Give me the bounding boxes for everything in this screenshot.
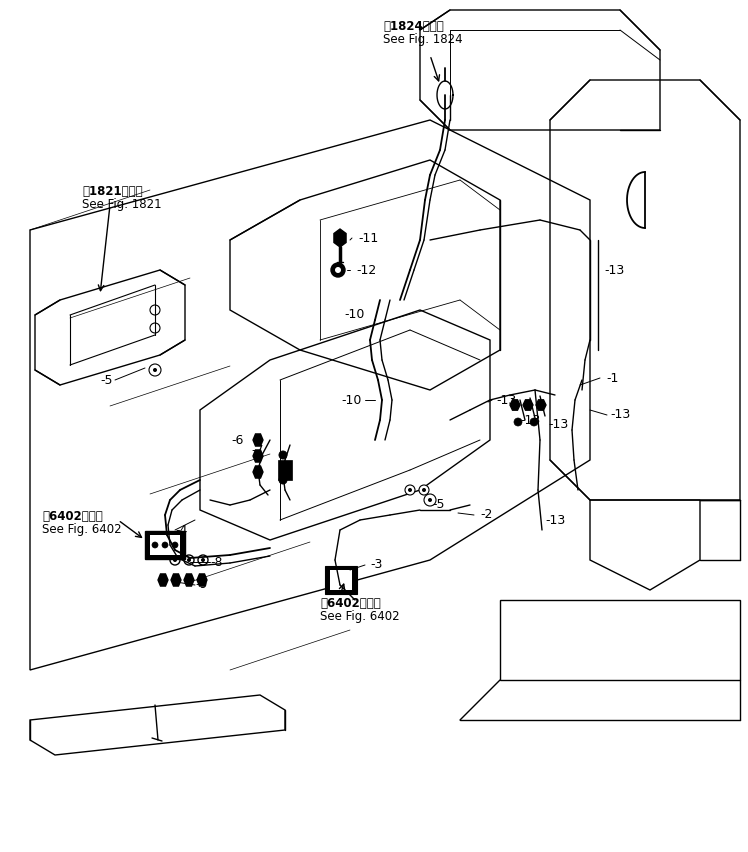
Polygon shape [184,574,194,586]
Text: -12: -12 [356,263,376,277]
Circle shape [424,494,436,506]
Polygon shape [536,400,546,410]
Circle shape [331,263,345,277]
Circle shape [428,498,432,502]
Text: -1: -1 [606,371,619,384]
Circle shape [162,542,168,548]
Text: See Fig. 6402: See Fig. 6402 [320,610,399,623]
Circle shape [172,542,178,548]
Text: -10: -10 [345,308,365,321]
Circle shape [408,488,412,492]
Text: -13: -13 [604,263,625,277]
Polygon shape [253,450,263,462]
Text: 第6402図参照: 第6402図参照 [42,510,102,523]
Circle shape [150,323,160,333]
Text: 第1821図参照: 第1821図参照 [82,185,143,198]
Circle shape [514,418,522,426]
Circle shape [530,418,538,426]
Text: -9: -9 [195,579,207,591]
Text: 第6402図参照: 第6402図参照 [320,597,381,610]
Circle shape [198,555,208,565]
Circle shape [419,485,429,495]
Text: 第1824図参照: 第1824図参照 [383,20,444,33]
Text: -6: -6 [232,434,244,446]
Text: -13: -13 [496,394,516,406]
Polygon shape [158,574,168,586]
Text: -13: -13 [610,408,631,422]
Text: -4: -4 [175,523,188,537]
Text: -8: -8 [210,556,222,568]
Polygon shape [334,229,346,247]
Circle shape [184,555,194,565]
Text: See Fig. 1821: See Fig. 1821 [82,198,162,211]
Text: -2: -2 [480,509,492,521]
Polygon shape [510,400,520,410]
Polygon shape [171,574,181,586]
Circle shape [422,488,426,492]
Circle shape [173,558,177,562]
Circle shape [152,542,158,548]
Polygon shape [523,400,533,410]
Text: -13: -13 [545,514,565,527]
Circle shape [149,364,161,376]
Bar [325,566,357,594]
Text: -13: -13 [520,413,540,427]
Circle shape [201,558,205,562]
Circle shape [187,558,191,562]
Polygon shape [253,434,263,446]
Bar [150,535,180,555]
Text: -11: -11 [358,232,378,245]
Bar [145,531,185,559]
Text: -3: -3 [370,559,382,572]
Polygon shape [197,574,207,586]
Circle shape [153,368,157,372]
Bar [278,460,292,480]
Text: -5: -5 [432,498,444,511]
Text: See Fig. 1824: See Fig. 1824 [383,33,462,46]
Circle shape [279,451,287,459]
Circle shape [335,267,341,273]
Text: -10: -10 [342,394,362,406]
Polygon shape [253,466,263,478]
Circle shape [170,555,180,565]
Text: -7: -7 [251,444,264,457]
Bar [330,570,352,590]
Text: -13: -13 [548,418,568,431]
Circle shape [279,476,287,484]
Text: -5: -5 [100,373,112,387]
Text: See Fig. 6402: See Fig. 6402 [42,523,122,536]
Circle shape [150,305,160,315]
Circle shape [405,485,415,495]
